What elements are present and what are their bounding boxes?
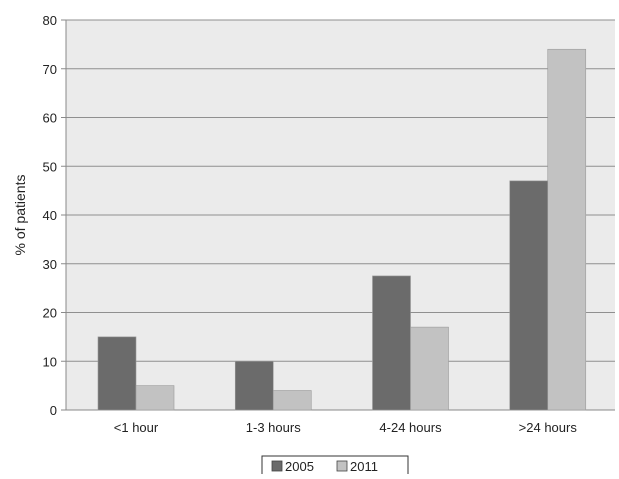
gridlines [66, 19, 615, 362]
x-tick-label: 1-3 hours [246, 420, 301, 435]
y-axis-ticks: 0 10 20 30 40 50 60 70 80 [43, 13, 66, 418]
legend-box [261, 455, 409, 479]
legend: 2005 2011 [261, 455, 409, 479]
y-tick-label: 80 [43, 13, 57, 28]
y-tick-label: 10 [43, 354, 57, 369]
bar-2011-1 [272, 390, 312, 411]
legend-swatch-2005 [271, 460, 283, 472]
y-tick-label: 60 [43, 111, 57, 126]
legend-swatch-2011 [336, 460, 348, 472]
bar-2011-0 [135, 385, 175, 411]
y-tick-label: 70 [43, 62, 57, 77]
bars [97, 48, 587, 411]
bar-2005-2 [372, 275, 411, 411]
y-tick-label: 30 [43, 257, 57, 272]
bar-2005-0 [97, 336, 137, 411]
bar-2011-2 [410, 326, 449, 411]
bar-2005-3 [509, 180, 549, 411]
x-axis-labels: <1 hour 1-3 hours 4-24 hours >24 hours [114, 420, 578, 435]
y-axis-label: % of patients [12, 175, 28, 256]
y-tick-label: 20 [43, 306, 57, 321]
y-tick-label: 40 [43, 208, 57, 223]
bar-2005-1 [234, 360, 274, 411]
legend-label-2011: 2011 [350, 459, 378, 474]
x-tick-label: >24 hours [519, 420, 578, 435]
y-tick-label: 50 [43, 159, 57, 174]
x-tick-label: 4-24 hours [379, 420, 442, 435]
legend-label-2005: 2005 [285, 459, 314, 474]
y-tick-label: 0 [50, 403, 57, 418]
x-tick-label: <1 hour [114, 420, 159, 435]
bar-2011-3 [547, 48, 587, 411]
